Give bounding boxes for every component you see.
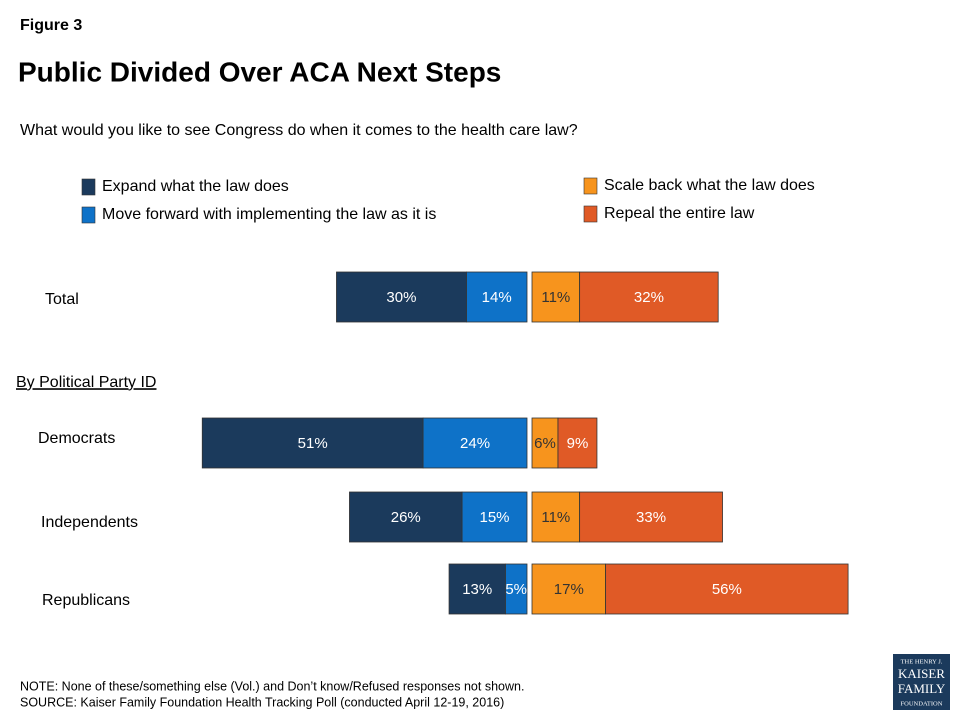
bar bbox=[605, 563, 849, 615]
group-label: By Political Party ID bbox=[16, 374, 156, 391]
legend-swatch bbox=[81, 206, 96, 224]
bar bbox=[579, 271, 719, 323]
value-label: 51% bbox=[298, 435, 328, 452]
chart-title: Public Divided Over ACA Next Steps bbox=[18, 56, 501, 87]
value-label: 30% bbox=[386, 289, 416, 306]
legend-label: Expand what the law does bbox=[102, 178, 289, 195]
bar bbox=[349, 491, 463, 543]
note: NOTE: None of these/something else (Vol.… bbox=[20, 679, 524, 693]
bar bbox=[531, 271, 581, 323]
value-label: 56% bbox=[712, 581, 742, 598]
bar bbox=[531, 491, 581, 543]
bar bbox=[579, 491, 723, 543]
logo-text: FAMILY bbox=[898, 681, 946, 696]
value-label: 32% bbox=[634, 289, 664, 306]
value-label: 17% bbox=[554, 581, 584, 598]
value-label: 9% bbox=[567, 435, 589, 452]
category-label: Total bbox=[45, 291, 79, 308]
legend-swatch bbox=[81, 178, 96, 196]
value-label: 33% bbox=[636, 509, 666, 526]
legend-swatch bbox=[583, 177, 598, 195]
logo-text: FOUNDATION bbox=[901, 700, 943, 707]
legend-label: Repeal the entire law bbox=[604, 205, 755, 222]
logo-text: THE HENRY J. bbox=[901, 658, 943, 665]
legend-swatch bbox=[583, 205, 598, 223]
figure-label: Figure 3 bbox=[20, 17, 82, 34]
value-label: 11% bbox=[541, 509, 570, 526]
category-label: Democrats bbox=[38, 430, 115, 447]
value-label: 26% bbox=[391, 509, 421, 526]
logo-text: KAISER bbox=[898, 666, 945, 681]
category-label: Independents bbox=[41, 514, 138, 531]
bar bbox=[531, 563, 607, 615]
category-label: Republicans bbox=[42, 592, 130, 609]
legend-label: Move forward with implementing the law a… bbox=[102, 206, 436, 223]
logo-box bbox=[893, 654, 950, 710]
bar bbox=[422, 417, 528, 469]
source: SOURCE: Kaiser Family Foundation Health … bbox=[20, 695, 504, 709]
value-label: 11% bbox=[541, 289, 570, 306]
bar bbox=[448, 563, 506, 615]
chart-subtitle: What would you like to see Congress do w… bbox=[20, 122, 578, 139]
legend-label: Scale back what the law does bbox=[604, 177, 815, 194]
value-label: 13% bbox=[462, 581, 492, 598]
bar bbox=[465, 271, 528, 323]
bar bbox=[201, 417, 424, 469]
value-label: 24% bbox=[460, 435, 490, 452]
value-label: 15% bbox=[480, 509, 510, 526]
bar bbox=[557, 417, 598, 469]
value-label: 5% bbox=[505, 581, 527, 598]
value-label: 6% bbox=[534, 435, 556, 452]
bar bbox=[336, 271, 467, 323]
value-label: 14% bbox=[482, 289, 512, 306]
